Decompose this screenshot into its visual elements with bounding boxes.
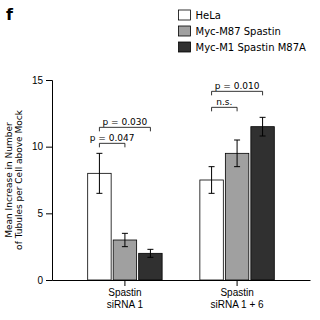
y-tick: 0 [37, 275, 52, 286]
annotation: p = 0.010 [215, 81, 260, 91]
y-tick-label: 10 [32, 141, 44, 152]
legend-swatch [179, 10, 191, 20]
y-tick-mark [46, 80, 52, 81]
significance-bracket [99, 127, 150, 131]
annotation: p = 0.030 [103, 117, 148, 127]
title: f [6, 5, 14, 24]
bars [88, 117, 275, 280]
y-tick: 10 [32, 141, 52, 152]
bar [251, 127, 274, 280]
x-tick-label: SpastinsiRNA 1 + 6 [211, 287, 265, 310]
annotations: p = 0.047 p = 0.030 n.s. p = 0.010 [90, 81, 263, 147]
x-tick-label-line: Spastin [220, 287, 253, 298]
x-axis: SpastinsiRNA 1SpastinsiRNA 1 + 6 [53, 280, 311, 310]
error-bar [96, 153, 102, 193]
error-bar [122, 233, 128, 246]
x-tick: SpastinsiRNA 1 [107, 280, 144, 310]
significance-bracket [212, 107, 237, 111]
y-axis-title-line: of Tubules per Cell above Mock [14, 109, 24, 250]
legend-label: Myc-M87 Spastin [196, 26, 281, 37]
chart: 051015SpastinsiRNA 1SpastinsiRNA 1 + 6p … [0, 0, 320, 320]
x-tick-label-line: Spastin [108, 287, 141, 298]
y-axis-line [46, 81, 53, 281]
legend-item: HeLa [179, 10, 221, 21]
significance-bracket [99, 143, 124, 147]
legend-label: HeLa [196, 10, 221, 21]
y-tick-mark [46, 213, 52, 214]
y-tick-label: 15 [32, 75, 44, 86]
legend-swatch [179, 42, 191, 52]
bar [225, 153, 248, 280]
plot: 051015SpastinsiRNA 1SpastinsiRNA 1 + 6p … [32, 75, 311, 310]
y-axis: 0 5 10 15 [32, 75, 53, 286]
x-tick-label-line: siRNA 1 [107, 299, 144, 310]
y-axis-title-line: Mean Increase in Number [4, 122, 14, 238]
x-axis-line [53, 280, 311, 281]
x-tick-mark [124, 280, 125, 286]
legend-swatch [179, 26, 191, 36]
significance-bracket [212, 91, 263, 95]
error-bar [260, 117, 266, 136]
error-bar [209, 167, 215, 194]
error-bar [234, 140, 240, 167]
x-tick-label-line: siRNA 1 + 6 [211, 299, 265, 310]
y-tick-label: 5 [37, 208, 43, 219]
y-tick: 15 [32, 75, 52, 86]
y-axis-title: Mean Increase in Numberof Tubules per Ce… [4, 109, 24, 250]
y-tick-label: 0 [37, 275, 43, 286]
legend-item: Myc-M1 Spastin M87A [179, 42, 306, 53]
y-tick-mark [46, 280, 52, 281]
y-tick: 5 [37, 208, 52, 219]
x-tick-label: SpastinsiRNA 1 [107, 287, 144, 310]
annotation: p = 0.047 [90, 133, 135, 143]
annotation: n.s. [216, 97, 232, 107]
x-tick: SpastinsiRNA 1 + 6 [211, 280, 265, 310]
x-tick-mark [237, 280, 238, 286]
bar [200, 180, 223, 280]
y-tick-mark [46, 147, 52, 148]
legend-item: Myc-M87 Spastin [179, 26, 281, 37]
error-bar [147, 249, 153, 257]
legend-label: Myc-M1 Spastin M87A [196, 42, 306, 53]
legend: HeLa Myc-M87 Spastin Myc-M1 Spastin M87A [179, 10, 306, 53]
